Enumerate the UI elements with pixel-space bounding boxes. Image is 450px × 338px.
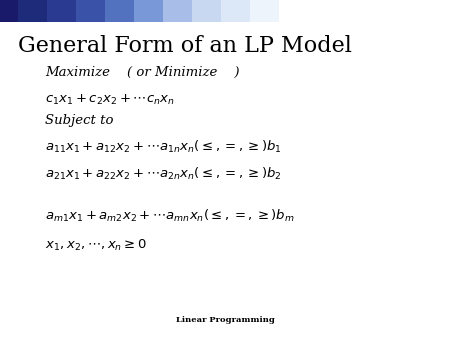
Text: $x_1, x_2, \cdots, x_n \geq 0$: $x_1, x_2, \cdots, x_n \geq 0$: [45, 238, 147, 254]
Text: $a_{11} x_1 + a_{12} x_2 + \cdots a_{1n} x_n (\leq, =, \geq) b_1$: $a_{11} x_1 + a_{12} x_2 + \cdots a_{1n}…: [45, 139, 282, 155]
Text: Maximize    ( or Minimize    ): Maximize ( or Minimize ): [45, 66, 239, 79]
Bar: [134, 0, 163, 22]
Text: $a_{m1} x_1 + a_{m2} x_2 + \cdots a_{mn} x_n (\leq, =, \geq) b_m$: $a_{m1} x_1 + a_{m2} x_2 + \cdots a_{mn}…: [45, 208, 295, 224]
Bar: [105, 0, 134, 22]
Bar: [221, 0, 250, 22]
Bar: [76, 0, 105, 22]
Bar: [163, 0, 192, 22]
Bar: [0, 0, 18, 22]
Bar: [47, 0, 76, 22]
Text: General Form of an LP Model: General Form of an LP Model: [18, 35, 352, 57]
Text: $a_{21} x_1 + a_{22} x_2 + \cdots a_{2n} x_n (\leq, =, \geq) b_2$: $a_{21} x_1 + a_{22} x_2 + \cdots a_{2n}…: [45, 166, 282, 182]
Text: Linear Programming: Linear Programming: [176, 316, 274, 324]
Bar: [250, 0, 279, 22]
Text: Subject to: Subject to: [45, 114, 113, 127]
Bar: [192, 0, 221, 22]
Bar: [18, 0, 47, 22]
Text: $c_1 x_1 + c_2 x_2 + \cdots c_n x_n$: $c_1 x_1 + c_2 x_2 + \cdots c_n x_n$: [45, 93, 175, 107]
